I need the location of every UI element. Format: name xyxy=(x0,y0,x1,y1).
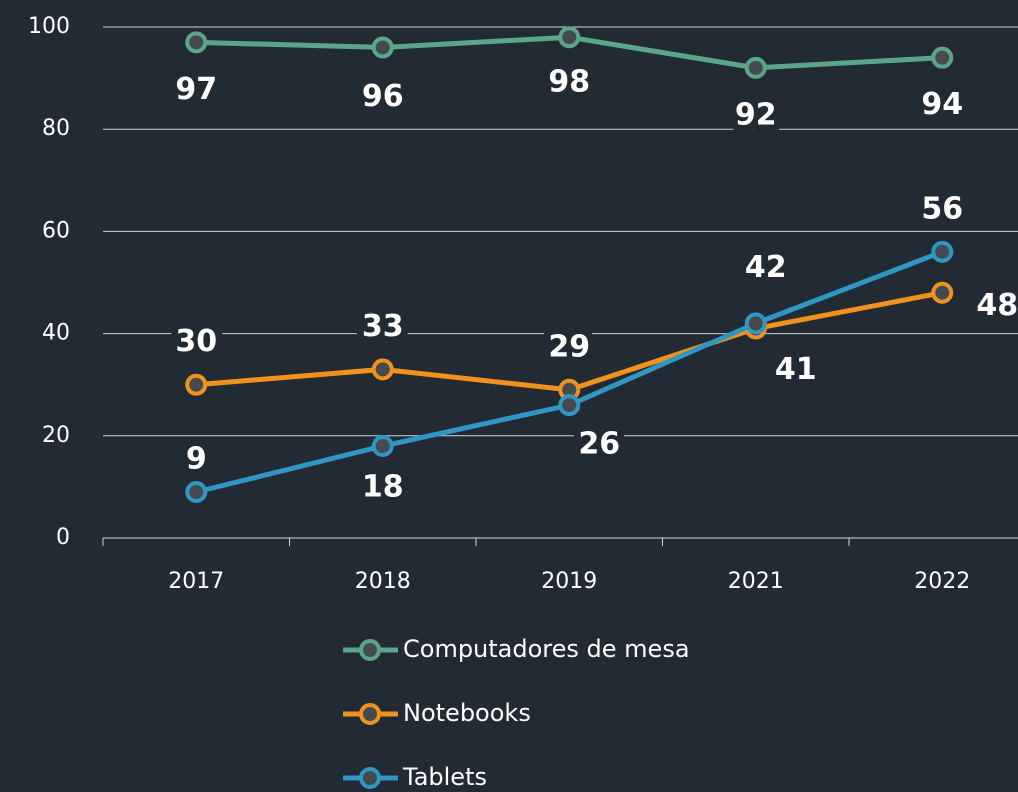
point xyxy=(558,26,581,49)
data-label: 92 xyxy=(735,97,777,132)
x-tick-label: 2022 xyxy=(914,569,970,594)
data-label: 33 xyxy=(362,309,404,344)
data-label: 29 xyxy=(548,329,590,364)
point xyxy=(931,281,954,304)
legend-marker xyxy=(359,703,381,725)
data-label: 56 xyxy=(921,191,963,226)
point xyxy=(185,31,208,54)
point xyxy=(371,36,394,59)
point xyxy=(371,358,394,381)
y-tick-label: 60 xyxy=(42,218,70,243)
data-label: 96 xyxy=(362,79,404,114)
y-tick-label: 40 xyxy=(42,321,70,346)
y-tick-label: 80 xyxy=(42,116,70,141)
legend-label: Computadores de mesa xyxy=(403,635,690,663)
series-line xyxy=(195,249,944,495)
point xyxy=(931,240,954,263)
y-tick-label: 100 xyxy=(28,14,70,39)
y-tick-label: 0 xyxy=(56,525,70,550)
point xyxy=(371,435,394,458)
point xyxy=(931,46,954,69)
point xyxy=(744,56,767,79)
x-tick-label: 2021 xyxy=(728,569,784,594)
data-label: 9 xyxy=(186,442,207,477)
point xyxy=(185,481,208,504)
legend-label: Tablets xyxy=(402,763,487,791)
x-tick-label: 2017 xyxy=(168,569,224,594)
legend-marker xyxy=(359,639,381,661)
data-label: 18 xyxy=(362,470,404,505)
point xyxy=(558,394,581,417)
data-label: 41 xyxy=(775,352,817,387)
data-label: 94 xyxy=(921,87,963,122)
legend-marker xyxy=(359,767,381,789)
data-label: 42 xyxy=(745,250,787,285)
data-label: 26 xyxy=(578,427,620,462)
data-label: 97 xyxy=(175,72,217,107)
data-label: 48 xyxy=(976,288,1018,323)
y-tick-label: 20 xyxy=(42,423,70,448)
x-tick-label: 2018 xyxy=(355,569,411,594)
legend-label: Notebooks xyxy=(403,699,531,727)
point xyxy=(744,312,767,335)
point xyxy=(185,373,208,396)
data-label: 30 xyxy=(175,324,217,359)
data-label: 98 xyxy=(548,65,590,100)
x-tick-label: 2019 xyxy=(541,569,597,594)
